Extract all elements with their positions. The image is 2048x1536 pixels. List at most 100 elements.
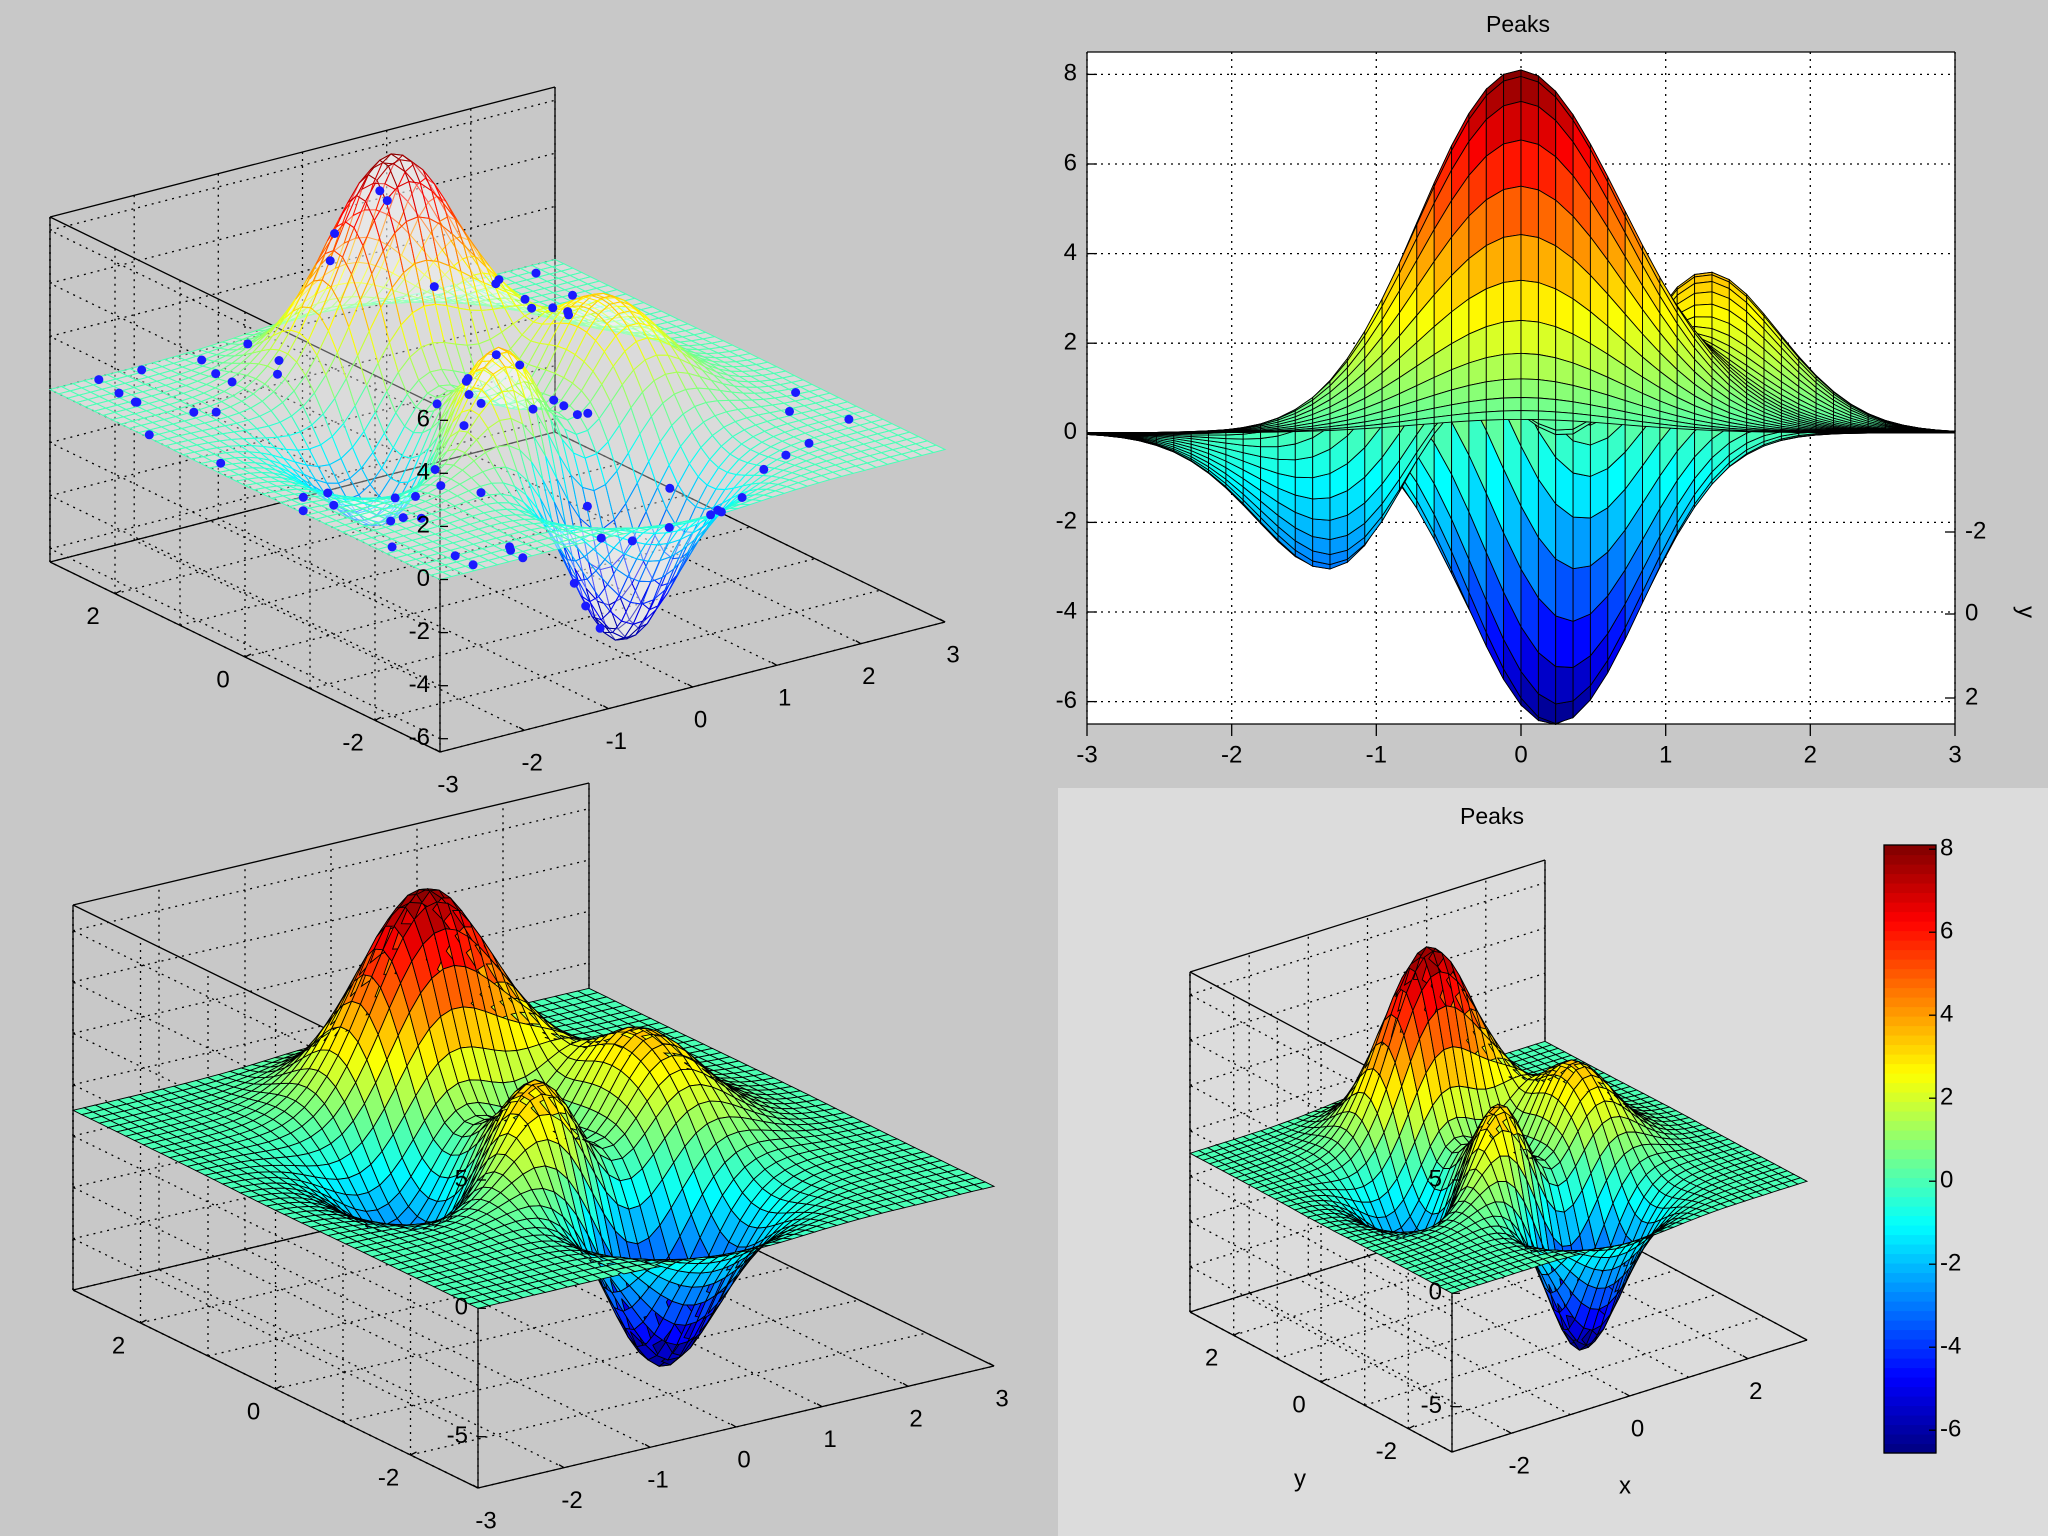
z-tick-label: -4 (1056, 597, 1077, 624)
scatter-point (664, 523, 674, 532)
grid-line (49, 311, 556, 444)
x-tick-mark (855, 640, 862, 645)
z-tick-label: 2 (417, 512, 430, 539)
surface-patch (1503, 397, 1522, 412)
z-tick-label: 4 (417, 459, 430, 486)
z-tick-label: 4 (1064, 239, 1077, 266)
scatter-point (476, 488, 486, 498)
surface-patch (1520, 397, 1539, 412)
surface-patch (1537, 353, 1557, 383)
y-tick-label: 0 (216, 666, 229, 693)
scatter-point (273, 369, 282, 379)
y-tick-mark (374, 716, 382, 721)
grid-line (374, 589, 881, 721)
scatter-point (531, 268, 541, 278)
surface-patch (1520, 319, 1539, 355)
scatter-point (432, 399, 442, 409)
surface-patch (1763, 431, 1782, 433)
scatter-point (211, 407, 221, 417)
surface-patch (1468, 398, 1487, 414)
grid-line (179, 494, 686, 626)
surface-patch (1520, 139, 1539, 191)
surface-patch (1503, 410, 1522, 421)
grid-line (49, 99, 556, 231)
surface-patch (1277, 430, 1296, 433)
surface-patch (1572, 516, 1591, 570)
surface-patch (1242, 438, 1262, 448)
surface-patch (1555, 615, 1574, 668)
scatter-point (390, 493, 400, 503)
scatter-point (549, 395, 559, 405)
surface-patch (1468, 411, 1487, 422)
surface-patch (1503, 185, 1522, 238)
surface-patch (1572, 472, 1591, 519)
scatter-point (515, 360, 525, 370)
x-tick-label: -2 (1221, 741, 1242, 768)
x-tick-label: 1 (1659, 741, 1672, 768)
surface-patch (1746, 430, 1765, 433)
surface-patch (1503, 100, 1522, 145)
surface-patch (1780, 431, 1800, 433)
scatter-point (568, 290, 577, 300)
z-tick-label: 2 (1064, 329, 1077, 356)
scatter-point (130, 397, 140, 407)
surface-patch (1468, 357, 1487, 386)
surface-patch (1555, 666, 1574, 705)
x-tick-label: 2 (862, 663, 875, 690)
x-tick-mark (687, 683, 693, 688)
scatter-point (298, 492, 308, 502)
surface-patch (1572, 440, 1591, 477)
scatter-point (596, 533, 606, 543)
surface-patch (1537, 189, 1557, 247)
scatter-point (563, 307, 573, 317)
surface-patch (1503, 75, 1522, 107)
surface-patch (1537, 379, 1557, 400)
surface-patch (1503, 234, 1522, 283)
scatter-point (491, 350, 501, 360)
scatter-point (583, 408, 593, 418)
surface-patch (1485, 397, 1505, 413)
surface-patch (1485, 281, 1505, 328)
scatter-point (627, 536, 637, 546)
scatter-point (411, 491, 420, 501)
x-tick-label: -1 (606, 728, 627, 755)
scatter-point (430, 465, 440, 474)
surface-patch (1520, 352, 1539, 381)
scatter-point (665, 483, 675, 493)
scatter-point (528, 404, 538, 414)
y-axis-label: y (2013, 606, 2040, 618)
surface-patch (1485, 379, 1505, 400)
z-tick-label: 6 (417, 406, 430, 433)
surface-patch (1520, 185, 1539, 239)
scatter-point (548, 303, 558, 313)
scatter-point (330, 229, 340, 238)
scatter-point (274, 356, 284, 365)
axis-line (554, 431, 946, 623)
grid-line (49, 548, 441, 740)
y-tick-label: 2 (86, 603, 99, 630)
scatter-point (716, 507, 726, 517)
surface-patch (1572, 565, 1591, 622)
surface-patch (1694, 291, 1713, 306)
scatter-point (144, 430, 154, 440)
scatter-point (759, 464, 769, 474)
surface-patch (1260, 446, 1279, 460)
scatter-point (494, 275, 504, 285)
scatter-point (518, 553, 528, 563)
x-tick-label: -3 (1076, 741, 1097, 768)
scatter-point (436, 481, 446, 491)
z-tick-label: 0 (1064, 418, 1077, 445)
z-tick-label: -6 (1056, 687, 1077, 714)
surface-patch (1520, 410, 1539, 421)
scatter-point (243, 339, 253, 349)
grid-line (342, 1299, 860, 1423)
surface-patch (1468, 381, 1487, 403)
scatter-point (572, 410, 582, 420)
z-tick-label: 6 (1064, 149, 1077, 176)
surface-patch (1503, 352, 1522, 381)
scatter-point (197, 355, 207, 365)
surface-patch (1537, 321, 1557, 359)
axis-line (72, 782, 590, 906)
surface-patch (1294, 476, 1314, 500)
